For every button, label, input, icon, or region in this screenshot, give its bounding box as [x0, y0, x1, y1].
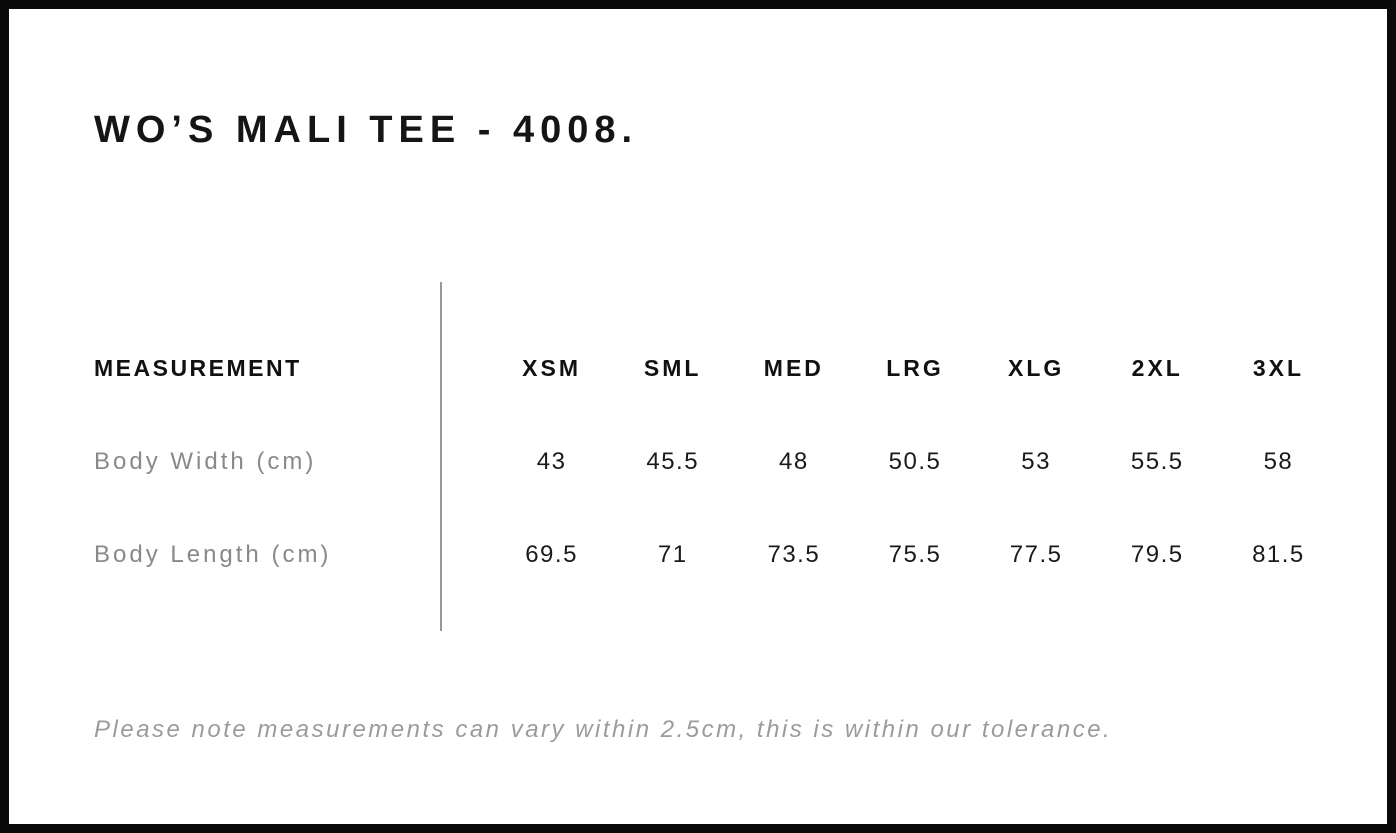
column-header-size-med: MED [763, 355, 824, 381]
table-divider-line [440, 282, 442, 631]
cell-body-length-3xl: 81.5 [1252, 540, 1305, 568]
cell-body-width-xsm: 43 [536, 447, 567, 475]
cell-body-width-sml: 45.5 [646, 447, 700, 475]
cell-body-width-lrg: 50.5 [888, 447, 942, 475]
row-label-body-width: Body Width (cm) [94, 447, 317, 475]
page-title: WO’S MALI TEE - 4008. [94, 109, 639, 151]
column-header-size-sml: SML [643, 355, 702, 381]
column-header-size-3xl: 3XL [1252, 355, 1305, 381]
cell-body-length-lrg: 75.5 [888, 540, 942, 568]
column-header-size-xsm: XSM [522, 355, 581, 381]
cell-body-width-2xl: 55.5 [1130, 447, 1184, 475]
cell-body-length-xsm: 69.5 [525, 540, 578, 568]
size-table: MEASUREMENT XSM SML MED LRG XLG 2XL 3XL … [94, 282, 1339, 631]
column-header-measurement: MEASUREMENT [94, 355, 302, 381]
column-header-size-lrg: LRG [886, 355, 944, 381]
row-label-body-length: Body Length (cm) [94, 540, 332, 568]
cell-body-width-xlg: 53 [1021, 447, 1051, 475]
cell-body-length-xlg: 77.5 [1009, 540, 1063, 568]
column-header-size-2xl: 2XL [1131, 355, 1183, 381]
cell-body-width-3xl: 58 [1263, 447, 1294, 475]
cell-body-width-med: 48 [779, 447, 809, 475]
cell-body-length-2xl: 79.5 [1130, 540, 1184, 568]
cell-body-length-med: 73.5 [767, 540, 821, 568]
column-header-size-xlg: XLG [1007, 355, 1065, 381]
tolerance-note: Please note measurements can vary within… [94, 716, 1113, 743]
cell-body-length-sml: 71 [657, 540, 688, 568]
